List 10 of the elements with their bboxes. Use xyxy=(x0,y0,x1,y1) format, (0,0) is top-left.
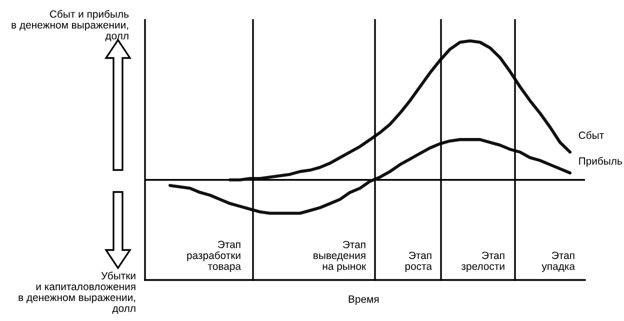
text: Этап роста xyxy=(405,252,432,272)
text: Этап разработки товара xyxy=(187,240,241,272)
text: Этап зрелости xyxy=(461,252,504,272)
series-label: Сбыт xyxy=(578,131,604,139)
text: Убытки и капиталовложения в денежном выражении, долл xyxy=(18,272,136,314)
text: Сбыт и прибыль в денежном выражении, долл xyxy=(12,10,129,42)
text: Этап выведения на рынок xyxy=(314,240,366,272)
series-label: Прибыль xyxy=(579,156,622,167)
text: Время xyxy=(348,296,379,305)
text: Этап упадка xyxy=(542,252,575,272)
